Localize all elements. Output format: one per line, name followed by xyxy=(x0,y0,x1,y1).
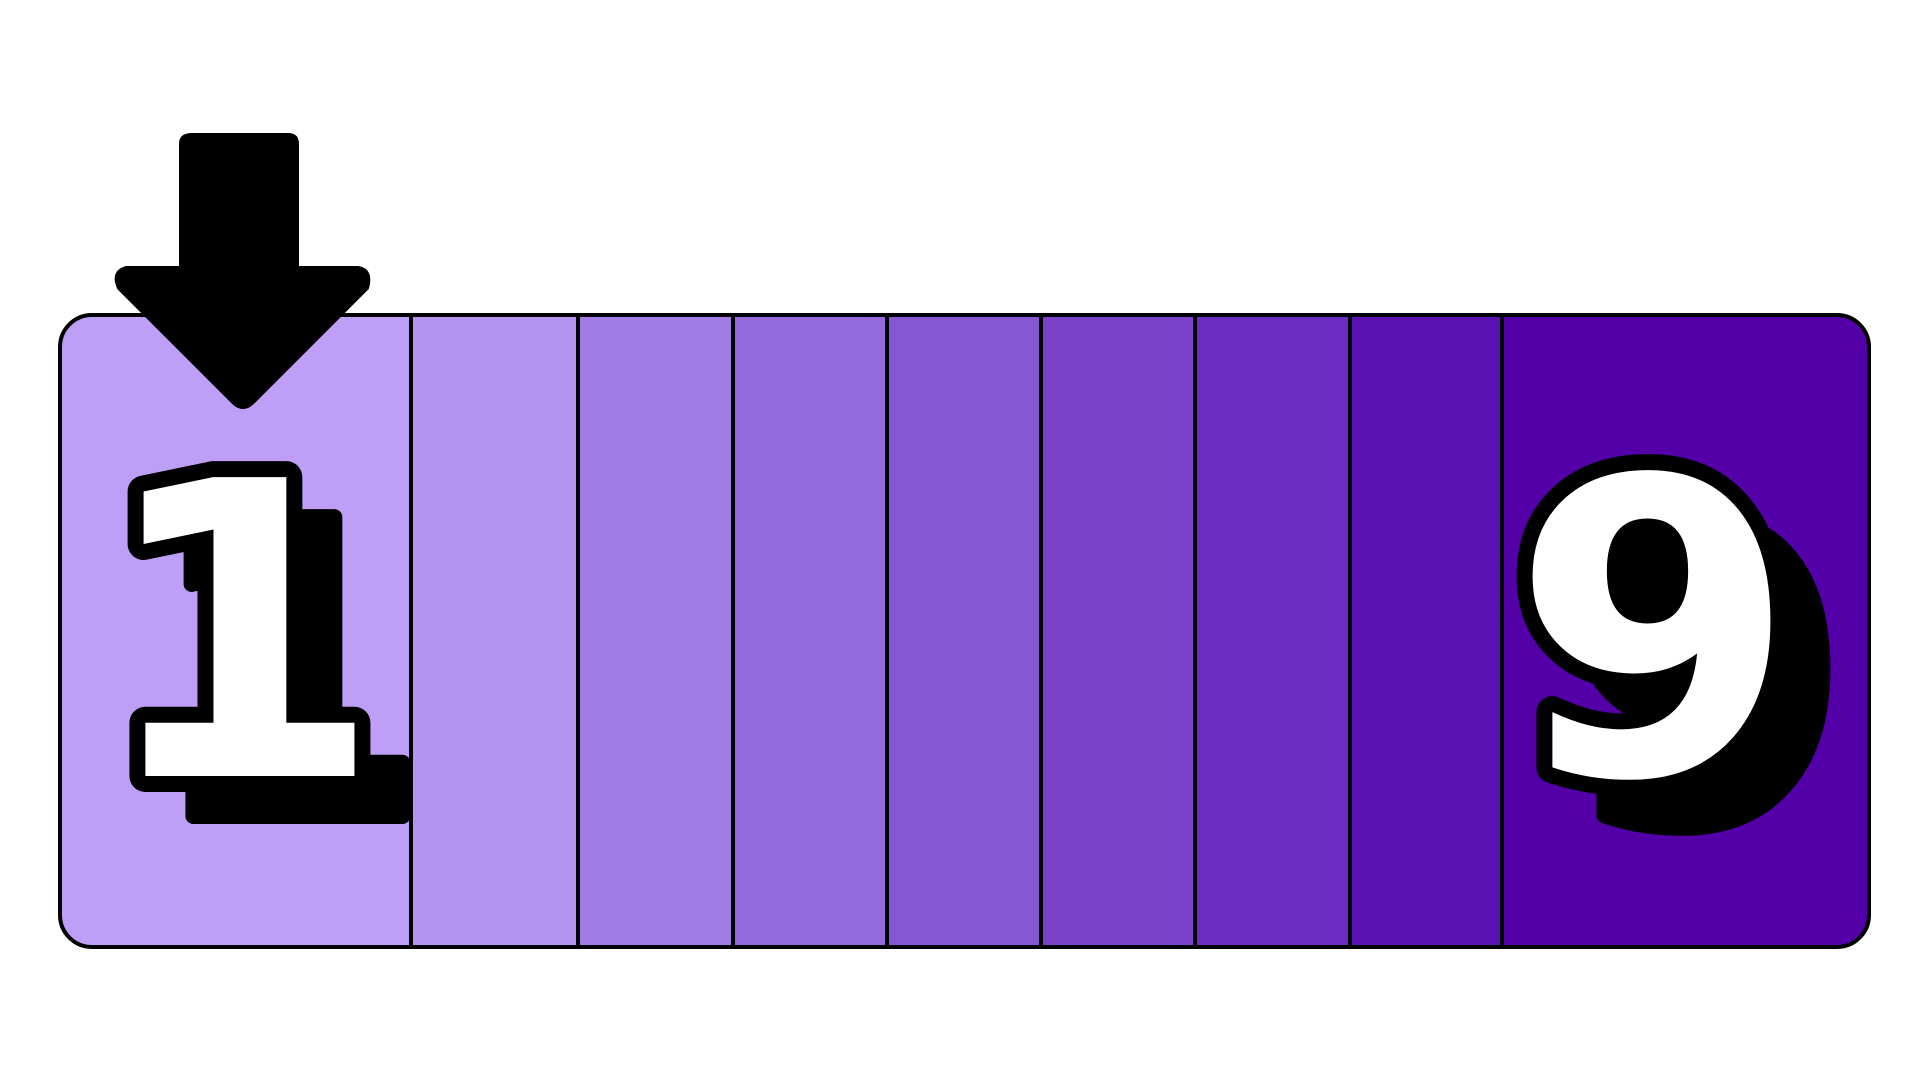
scale-segment-9[interactable] xyxy=(1502,315,1869,947)
scale-segment-2[interactable] xyxy=(411,315,578,947)
scale-segment-6[interactable] xyxy=(1041,315,1195,947)
scale-bar-border xyxy=(58,313,1871,949)
scale-segment-1[interactable] xyxy=(60,315,411,947)
low-digit-shadow: 1 xyxy=(145,435,430,913)
high-digit-label: 9 xyxy=(1511,393,1796,871)
scale-segment-8[interactable] xyxy=(1350,315,1502,947)
low-digit-outline: 1 xyxy=(97,395,382,873)
scale-segment-3[interactable] xyxy=(578,315,733,947)
scale-segment-7[interactable] xyxy=(1195,315,1350,947)
down-arrow-icon xyxy=(114,133,371,409)
high-digit-outline: 9 xyxy=(1511,393,1796,871)
scale-segments xyxy=(60,315,1869,947)
high-digit-shadow: 9 xyxy=(1563,441,1848,919)
low-digit-group[interactable]: 1 1 1 xyxy=(81,379,438,921)
high-digit-group[interactable]: 9 9 9 xyxy=(1495,377,1856,927)
scale-segment-5[interactable] xyxy=(887,315,1041,947)
low-digit-label: 1 xyxy=(97,395,382,873)
scale-segment-4[interactable] xyxy=(733,315,887,947)
